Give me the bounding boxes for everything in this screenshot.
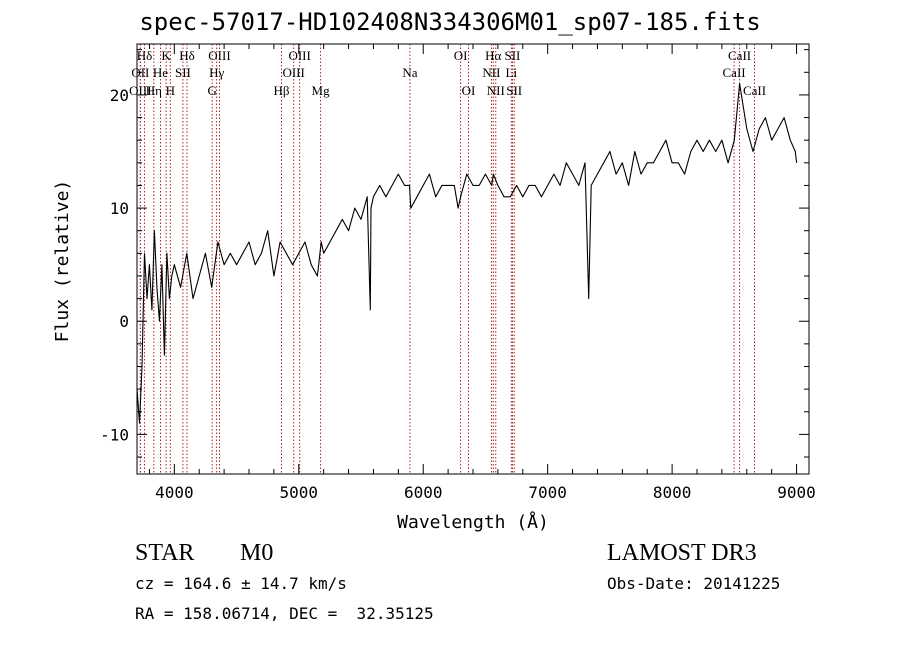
line-marker-label: OIII — [282, 65, 304, 80]
x-tick-label: 4000 — [155, 483, 194, 502]
line-marker-label: OI — [462, 83, 476, 98]
line-marker-label: SII — [175, 65, 191, 80]
x-axis-label: Wavelength (Å) — [397, 511, 549, 533]
line-markers — [139, 44, 755, 474]
line-marker-label: Mg — [312, 83, 331, 98]
line-marker-label: Hδ — [137, 48, 153, 63]
spectrum-line — [136, 83, 798, 424]
line-marker-label: CaII — [728, 48, 751, 63]
line-marker-label: CaII — [723, 65, 746, 80]
axes: 4000 5000 6000 7000 8000 9000 -10 0 10 20 — [100, 44, 816, 502]
line-marker-label: K — [161, 48, 171, 63]
obs-date: Obs-Date: 20141225 — [607, 574, 781, 593]
line-marker-label: Hδ — [179, 48, 195, 63]
page-title: spec-57017-HD102408N334306M01_sp07-185.f… — [139, 8, 761, 36]
line-marker-label: OII — [131, 65, 149, 80]
line-marker-label: SII — [505, 48, 521, 63]
y-tick-label: 10 — [110, 199, 129, 218]
line-marker-label: Hβ — [273, 83, 289, 98]
x-tick-label: 8000 — [653, 483, 692, 502]
y-tick-label: 20 — [110, 86, 129, 105]
x-tick-label: 5000 — [280, 483, 319, 502]
survey-label: LAMOST DR3 — [607, 540, 757, 566]
line-marker-label: OI — [454, 48, 468, 63]
line-marker-label: NII — [482, 65, 500, 80]
object-class: STAR — [135, 540, 195, 566]
object-subclass: M0 — [240, 540, 274, 566]
y-tick-label: -10 — [100, 425, 129, 444]
line-marker-label: CaII — [743, 83, 766, 98]
y-axis-label: Flux (relative) — [52, 180, 73, 343]
line-marker-label: Li — [506, 65, 518, 80]
line-marker-label: Hη — [146, 83, 162, 98]
x-tick-label: 7000 — [528, 483, 567, 502]
line-marker-label: H — [166, 83, 175, 98]
line-marker-label: OIII — [208, 48, 230, 63]
line-marker-label: G — [207, 83, 216, 98]
line-marker-label: NII — [487, 83, 505, 98]
series-group — [136, 83, 798, 424]
line-marker-label: Hα — [485, 48, 501, 63]
line-marker-label: He — [153, 65, 168, 80]
line-marker-label: OIII — [288, 48, 310, 63]
y-tick-label: 0 — [119, 312, 129, 331]
x-tick-label: 6000 — [404, 483, 443, 502]
line-marker-label: Hγ — [209, 65, 224, 80]
x-tick-label: 9000 — [777, 483, 816, 502]
plot-frame — [136, 43, 810, 475]
redshift-velocity: cz = 164.6 ± 14.7 km/s — [135, 574, 347, 593]
line-marker-label: SII — [506, 83, 522, 98]
line-marker-label: OIII — [129, 83, 151, 98]
coordinates: RA = 158.06714, DEC = 32.35125 — [135, 604, 434, 623]
line-marker-label: Na — [402, 65, 417, 80]
